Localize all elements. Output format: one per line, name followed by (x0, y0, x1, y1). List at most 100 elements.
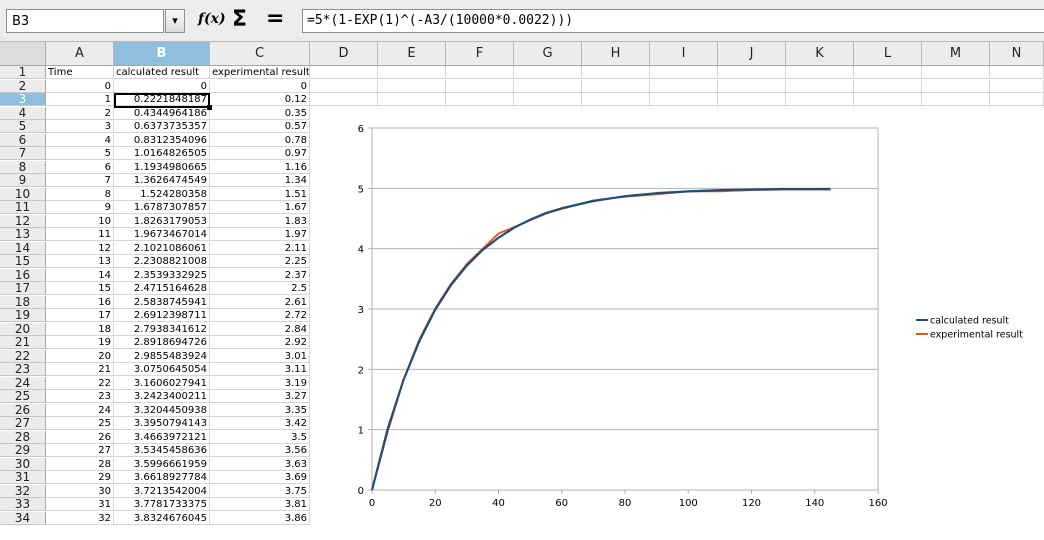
cell-i3[interactable] (650, 93, 718, 106)
cell-a5[interactable]: 3 (46, 120, 114, 133)
cell-b29[interactable]: 3.5345458636 (114, 444, 210, 457)
cell-a31[interactable]: 29 (46, 471, 114, 484)
cell-b6[interactable]: 0.8312354096 (114, 133, 210, 147)
cell-b11[interactable]: 1.6787307857 (114, 201, 210, 214)
cell-c27[interactable]: 3.42 (210, 417, 310, 430)
column-header-a[interactable]: A (46, 42, 114, 66)
cell-c5[interactable]: 0.57 (210, 120, 310, 133)
cell-c4[interactable]: 0.35 (210, 106, 310, 120)
cell-g1[interactable] (514, 66, 582, 79)
cell-b24[interactable]: 3.1606027941 (114, 376, 210, 390)
cell-b13[interactable]: 1.9673467014 (114, 228, 210, 241)
cell-c9[interactable]: 1.34 (210, 174, 310, 187)
cell-b32[interactable]: 3.7213542004 (114, 484, 210, 498)
cell-d1[interactable] (310, 66, 378, 79)
cell-c3[interactable]: 0.12 (210, 93, 310, 106)
row-header-4[interactable]: 4 (0, 106, 46, 120)
row-header-19[interactable]: 19 (0, 309, 46, 322)
cell-b2[interactable]: 0 (114, 79, 210, 93)
cell-c29[interactable]: 3.56 (210, 444, 310, 457)
cell-b9[interactable]: 1.3626474549 (114, 174, 210, 187)
column-header-d[interactable]: D (310, 42, 378, 66)
row-header-17[interactable]: 17 (0, 282, 46, 295)
cell-b33[interactable]: 3.7781733375 (114, 498, 210, 511)
cell-c18[interactable]: 2.61 (210, 295, 310, 309)
cell-a19[interactable]: 17 (46, 309, 114, 322)
cell-c25[interactable]: 3.27 (210, 390, 310, 403)
cell-a9[interactable]: 7 (46, 174, 114, 187)
cell-a16[interactable]: 14 (46, 268, 114, 282)
cell-c21[interactable]: 2.92 (210, 336, 310, 349)
column-header-e[interactable]: E (378, 42, 446, 66)
cell-a22[interactable]: 20 (46, 349, 114, 363)
cell-e3[interactable] (378, 93, 446, 106)
column-header-g[interactable]: G (514, 42, 582, 66)
cell-c23[interactable]: 3.11 (210, 363, 310, 376)
cell-a17[interactable]: 15 (46, 282, 114, 295)
cell-c11[interactable]: 1.67 (210, 201, 310, 214)
cell-h2[interactable] (582, 79, 650, 93)
cell-b16[interactable]: 2.3539332925 (114, 268, 210, 282)
cell-a18[interactable]: 16 (46, 295, 114, 309)
column-header-i[interactable]: I (650, 42, 718, 66)
cell-l1[interactable] (854, 66, 922, 79)
row-header-14[interactable]: 14 (0, 241, 46, 255)
column-header-m[interactable]: M (922, 42, 990, 66)
cell-c13[interactable]: 1.97 (210, 228, 310, 241)
row-header-31[interactable]: 31 (0, 471, 46, 484)
cell-a34[interactable]: 32 (46, 511, 114, 525)
function-wizard-icon[interactable]: f(x) (198, 11, 226, 27)
cell-j2[interactable] (718, 79, 786, 93)
cell-a20[interactable]: 18 (46, 322, 114, 336)
cell-a23[interactable]: 21 (46, 363, 114, 376)
cell-a13[interactable]: 11 (46, 228, 114, 241)
cell-c6[interactable]: 0.78 (210, 133, 310, 147)
cell-m2[interactable] (922, 79, 990, 93)
cell-f1[interactable] (446, 66, 514, 79)
cell-c33[interactable]: 3.81 (210, 498, 310, 511)
cell-b26[interactable]: 3.3204450938 (114, 403, 210, 417)
cell-f2[interactable] (446, 79, 514, 93)
cell-j1[interactable] (718, 66, 786, 79)
cell-i1[interactable] (650, 66, 718, 79)
cell-c24[interactable]: 3.19 (210, 376, 310, 390)
cell-c19[interactable]: 2.72 (210, 309, 310, 322)
cell-g2[interactable] (514, 79, 582, 93)
cell-c10[interactable]: 1.51 (210, 187, 310, 201)
cell-a3[interactable]: 1 (46, 93, 114, 106)
column-header-j[interactable]: J (718, 42, 786, 66)
cell-j3[interactable] (718, 93, 786, 106)
row-header-3[interactable]: 3 (0, 93, 46, 106)
cell-a1[interactable]: Time (46, 66, 114, 79)
cell-b18[interactable]: 2.5838745941 (114, 295, 210, 309)
cell-c2[interactable]: 0 (210, 79, 310, 93)
cell-b25[interactable]: 3.2423400211 (114, 390, 210, 403)
sum-icon[interactable]: Σ (232, 7, 248, 32)
row-header-25[interactable]: 25 (0, 390, 46, 403)
row-header-11[interactable]: 11 (0, 201, 46, 214)
equals-icon[interactable]: = (266, 6, 285, 31)
cell-c17[interactable]: 2.5 (210, 282, 310, 295)
cell-c26[interactable]: 3.35 (210, 403, 310, 417)
cell-b14[interactable]: 2.1021086061 (114, 241, 210, 255)
cell-b23[interactable]: 3.0750645054 (114, 363, 210, 376)
column-header-f[interactable]: F (446, 42, 514, 66)
cell-a30[interactable]: 28 (46, 457, 114, 471)
cell-c12[interactable]: 1.83 (210, 214, 310, 228)
cell-k2[interactable] (786, 79, 854, 93)
column-header-b[interactable]: B (114, 42, 210, 66)
cell-c31[interactable]: 3.69 (210, 471, 310, 484)
cell-b15[interactable]: 2.2308821008 (114, 255, 210, 268)
cell-k1[interactable] (786, 66, 854, 79)
cell-a4[interactable]: 2 (46, 106, 114, 120)
cell-c30[interactable]: 3.63 (210, 457, 310, 471)
cell-b12[interactable]: 1.8263179053 (114, 214, 210, 228)
name-box[interactable]: B3 (6, 9, 164, 33)
cell-a14[interactable]: 12 (46, 241, 114, 255)
cell-d2[interactable] (310, 79, 378, 93)
row-header-23[interactable]: 23 (0, 363, 46, 376)
row-header-27[interactable]: 27 (0, 417, 46, 430)
row-header-33[interactable]: 33 (0, 498, 46, 511)
line-chart[interactable]: 0 1 2 3 4 5 6 0 20 40 60 80 100 120 140 160 calculated r… (310, 108, 1044, 540)
